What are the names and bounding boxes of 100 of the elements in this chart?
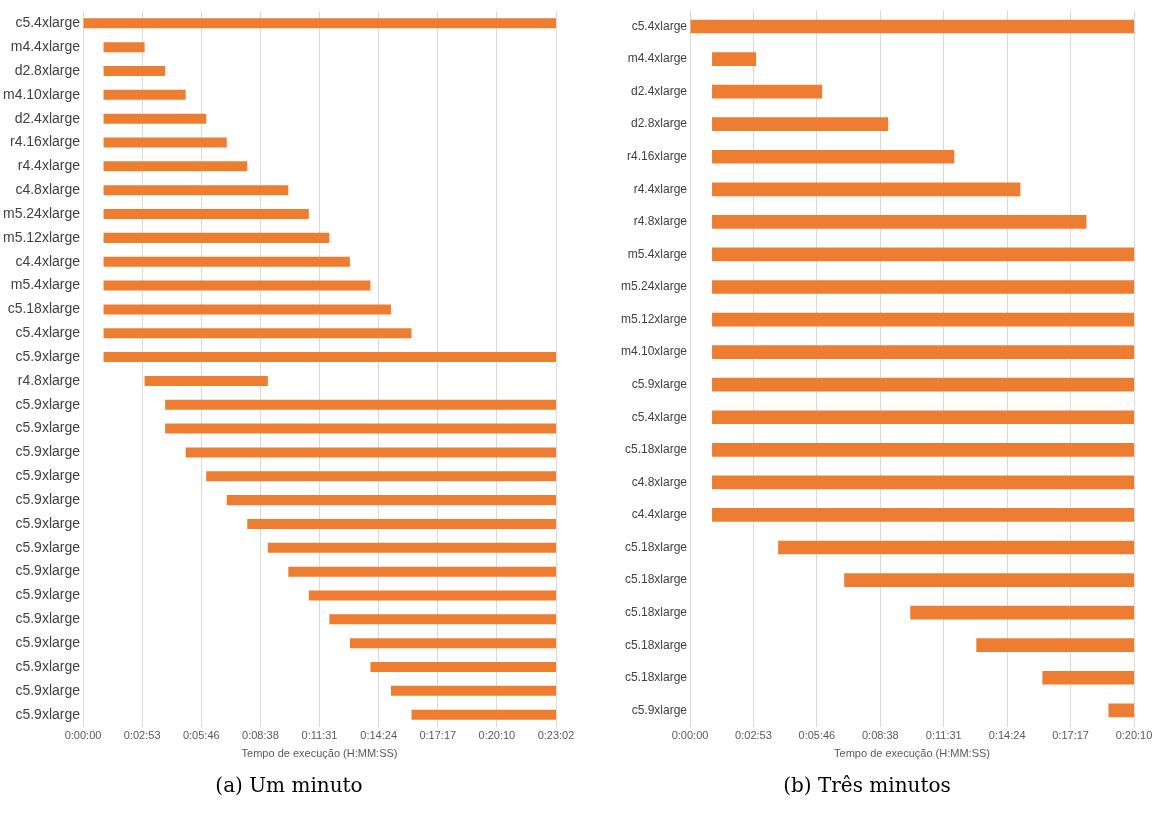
x-axis-title: Tempo de execução (H:MM:SS) xyxy=(241,747,398,760)
y-tick-label: c5.18xlarge xyxy=(624,670,688,685)
x-axis-title: Tempo de execução (H:MM:SS) xyxy=(834,747,990,760)
bar xyxy=(165,423,556,434)
y-tick-label: c5.9xlarge xyxy=(15,586,81,603)
bar xyxy=(844,573,1134,587)
bar xyxy=(226,495,556,506)
y-tick-label: c5.9xlarge xyxy=(15,634,81,651)
x-tick-label: 0:08:38 xyxy=(861,729,899,742)
y-tick-label: c4.4xlarge xyxy=(15,252,81,269)
bar xyxy=(103,65,166,77)
y-tick-label: r4.8xlarge xyxy=(633,214,688,229)
y-tick-label: c5.9xlarge xyxy=(15,490,81,507)
x-tick-label: 0:00:00 xyxy=(671,729,709,742)
bar xyxy=(712,52,757,66)
y-tick-label: c5.4xlarge xyxy=(15,324,81,341)
bar xyxy=(712,508,1134,522)
x-tick-label: 0:00:00 xyxy=(64,729,102,742)
x-tick-label: 0:23:02 xyxy=(537,729,575,742)
bar xyxy=(103,89,186,100)
y-tick-label: m5.12xlarge xyxy=(620,311,688,326)
y-tick-label: c5.9xlarge xyxy=(15,538,81,555)
x-tick-label: 0:14:24 xyxy=(988,729,1026,742)
y-tick-label: d2.4xlarge xyxy=(630,83,688,98)
y-tick-label: c5.9xlarge xyxy=(15,467,81,484)
bar xyxy=(288,566,556,577)
bar xyxy=(712,345,1134,359)
y-tick-label: c5.18xlarge xyxy=(624,637,688,652)
bar xyxy=(329,614,556,625)
y-tick-label: m4.4xlarge xyxy=(10,38,81,55)
y-tick-label: c5.9xlarge xyxy=(631,702,688,717)
y-tick-label: c5.18xlarge xyxy=(624,572,688,587)
bar xyxy=(976,638,1134,653)
y-tick-label: m5.12xlarge xyxy=(2,228,81,245)
bar xyxy=(103,209,309,220)
bar xyxy=(712,442,1134,457)
bar xyxy=(1108,703,1134,718)
y-tick-label: c5.9xlarge xyxy=(15,705,81,722)
y-tick-label: c5.9xlarge xyxy=(15,395,81,412)
x-tick-label: 0:20:10 xyxy=(1115,729,1153,742)
bar xyxy=(778,540,1134,555)
bar xyxy=(712,182,1021,197)
text: (a) Um minuto xyxy=(214,773,364,797)
bar xyxy=(103,256,350,267)
y-tick-label: c4.4xlarge xyxy=(631,507,688,522)
bar xyxy=(910,605,1134,620)
x-tick-label: 0:14:24 xyxy=(360,729,397,742)
y-tick-label: m5.24xlarge xyxy=(2,204,81,221)
y-tick-label: c5.4xlarge xyxy=(631,409,688,424)
y-tick-label: c5.9xlarge xyxy=(631,376,688,391)
y-tick-label: r4.16xlarge xyxy=(9,133,81,150)
bar xyxy=(267,542,556,553)
y-tick-label: c5.9xlarge xyxy=(15,514,81,531)
bar xyxy=(103,352,556,363)
bar xyxy=(712,410,1134,425)
bar xyxy=(712,84,823,99)
y-tick-label: m5.24xlarge xyxy=(620,279,688,294)
bar xyxy=(712,117,889,132)
y-tick-label: m4.10xlarge xyxy=(620,344,688,359)
bar xyxy=(103,185,289,196)
y-tick-label: m4.10xlarge xyxy=(2,85,81,102)
y-tick-label: c5.18xlarge xyxy=(624,604,688,619)
y-tick-label: r4.4xlarge xyxy=(17,157,81,174)
y-tick-label: c5.9xlarge xyxy=(15,657,81,674)
bar xyxy=(308,590,556,601)
bar xyxy=(390,685,556,696)
y-tick-label: c5.18xlarge xyxy=(7,300,81,317)
bar xyxy=(103,42,145,53)
bar xyxy=(165,399,556,410)
bar xyxy=(712,247,1134,262)
y-tick-label: c4.8xlarge xyxy=(15,181,81,198)
y-tick-label: c5.18xlarge xyxy=(624,442,688,457)
y-tick-label: c5.9xlarge xyxy=(15,562,81,579)
y-tick-label: d2.4xlarge xyxy=(14,109,81,126)
bar xyxy=(712,475,1134,490)
y-tick-label: d2.8xlarge xyxy=(14,61,81,78)
x-tick-label: 0:17:17 xyxy=(1052,729,1089,742)
y-tick-label: c5.9xlarge xyxy=(15,419,81,436)
y-tick-label: m5.4xlarge xyxy=(627,246,688,261)
bar xyxy=(712,377,1134,392)
bar xyxy=(103,232,330,243)
y-tick-label: c5.9xlarge xyxy=(15,681,81,698)
bar xyxy=(712,149,955,164)
bar xyxy=(712,312,1134,327)
bar xyxy=(712,215,1087,229)
x-tick-label: 0:05:46 xyxy=(182,729,220,742)
y-tick-label: r4.8xlarge xyxy=(17,371,81,388)
x-tick-label: 0:02:53 xyxy=(123,729,161,742)
bar xyxy=(712,280,1134,294)
y-tick-label: c4.8xlarge xyxy=(631,474,688,489)
text: (b) Três minutos xyxy=(782,773,952,797)
bar xyxy=(103,137,227,148)
y-tick-label: c5.4xlarge xyxy=(631,18,688,33)
y-tick-label: c5.9xlarge xyxy=(15,610,81,627)
y-tick-label: d2.8xlarge xyxy=(630,116,688,131)
bar xyxy=(206,471,556,482)
y-tick-label: c5.18xlarge xyxy=(624,539,688,554)
y-tick-label: c5.9xlarge xyxy=(15,347,81,364)
y-tick-label: c5.4xlarge xyxy=(15,14,81,31)
bar xyxy=(103,280,371,291)
